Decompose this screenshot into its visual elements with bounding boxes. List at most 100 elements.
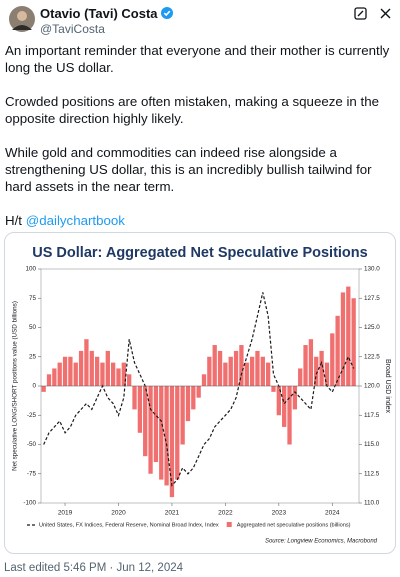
paragraph: Crowded positions are often mistaken, ma…	[5, 94, 380, 126]
bar	[201, 374, 207, 386]
bar	[175, 386, 180, 480]
y2-tick-label: 122.5	[364, 353, 380, 360]
bar	[244, 362, 249, 386]
y2-tick-label: 115.0	[364, 441, 380, 448]
bar	[346, 286, 351, 386]
avatar[interactable]	[8, 5, 36, 33]
source: Source: Longview Economics, Macrobond	[265, 539, 378, 545]
bar	[265, 362, 271, 386]
bar	[89, 350, 94, 386]
x-tick-label: 2022	[218, 510, 233, 517]
bar	[340, 292, 346, 386]
bar	[351, 298, 356, 386]
bar	[228, 356, 233, 386]
bar	[78, 350, 84, 386]
bar	[105, 350, 110, 386]
y2-tick-label: 112.5	[364, 470, 380, 477]
bar	[52, 368, 57, 386]
y-tick-label: 100	[25, 266, 36, 273]
y-tick-label: -100	[23, 500, 36, 507]
bar	[169, 386, 175, 498]
x-tick-label: 2021	[165, 510, 180, 517]
y2-tick-label: 110.0	[364, 500, 380, 507]
paragraph: An important reminder that everyone and …	[5, 43, 390, 75]
hat-tip-text: H/t	[5, 213, 22, 228]
bar	[191, 386, 196, 410]
bar	[153, 386, 159, 463]
x-tick-label: 2023	[272, 510, 287, 517]
bar	[212, 345, 217, 386]
y-tick-label: -25	[27, 412, 37, 419]
bar	[46, 374, 52, 386]
legend-label: United States, FX Indices, Federal Reser…	[39, 522, 219, 528]
bar	[335, 315, 340, 386]
bar	[127, 374, 132, 386]
bar	[308, 339, 314, 386]
x-tick-label: 2019	[58, 510, 73, 517]
bar	[62, 356, 68, 386]
bar	[260, 356, 265, 386]
y2-tick-label: 120.0	[364, 383, 380, 390]
verified-badge	[161, 7, 174, 19]
bar	[292, 386, 298, 410]
bar	[239, 345, 244, 386]
author-name-text[interactable]: Otavio (Tavi) Costa	[40, 6, 158, 21]
legend-swatch	[226, 522, 232, 527]
timestamp: Last edited 5:46 PM · Jun 12, 2024	[4, 562, 184, 574]
bar	[255, 350, 260, 386]
bar	[217, 350, 223, 386]
bar	[121, 362, 126, 386]
author-handle[interactable]: @TaviCosta	[40, 22, 105, 36]
bar	[148, 386, 153, 474]
y-axis-label: Net speculative LONG/SHORT positions val…	[12, 301, 19, 471]
y-tick-label: 25	[29, 353, 37, 360]
y2-tick-label: 117.5	[364, 412, 380, 419]
y-tick-label: 75	[29, 295, 37, 302]
paragraph: While gold and commodities can indeed ri…	[5, 145, 372, 194]
bar	[303, 345, 308, 386]
grok-icon[interactable]	[354, 7, 367, 20]
bar	[143, 386, 148, 457]
y2-tick-label: 125.0	[364, 324, 380, 331]
bar	[132, 386, 137, 410]
bar	[41, 386, 46, 392]
hat-tip: H/t @dailychartbook	[5, 212, 395, 229]
bar	[223, 362, 228, 386]
y2-axis-label: Broad USD index	[384, 359, 391, 414]
bar	[84, 339, 89, 386]
y-tick-label: 0	[32, 383, 36, 390]
close-icon[interactable]	[380, 8, 391, 19]
bar	[276, 386, 281, 416]
bar	[73, 362, 78, 386]
bar	[314, 356, 319, 386]
bar	[319, 350, 324, 386]
y-tick-label: -50	[27, 441, 37, 448]
bar	[207, 356, 212, 386]
bar	[164, 386, 169, 486]
x-tick-label: 2024	[325, 510, 340, 517]
y2-tick-label: 130.0	[364, 266, 380, 273]
bar	[94, 356, 100, 386]
bar	[159, 386, 164, 480]
bar	[249, 356, 255, 386]
bar	[282, 386, 287, 427]
bar	[57, 362, 62, 386]
mention-link[interactable]: @dailychartbook	[25, 213, 125, 228]
legend-label: Aggregated net speculative positions (bi…	[237, 522, 351, 528]
bar	[324, 362, 330, 386]
top-icons	[354, 7, 391, 20]
bar	[185, 386, 191, 422]
y-tick-label: -75	[27, 470, 37, 477]
bar	[287, 386, 292, 445]
bar	[100, 362, 105, 386]
tweet-body: An important reminder that everyone and …	[5, 42, 395, 246]
x-tick-label: 2020	[111, 510, 126, 517]
chart-title: US Dollar: Aggregated Net Speculative Po…	[32, 245, 367, 261]
author-name[interactable]: Otavio (Tavi) Costa	[40, 6, 174, 21]
y2-tick-label: 127.5	[364, 295, 380, 302]
bar	[298, 368, 303, 386]
y-tick-label: 50	[29, 324, 37, 331]
bar	[180, 386, 185, 445]
chart-image[interactable]: US Dollar: Aggregated Net Speculative Po…	[4, 232, 396, 554]
